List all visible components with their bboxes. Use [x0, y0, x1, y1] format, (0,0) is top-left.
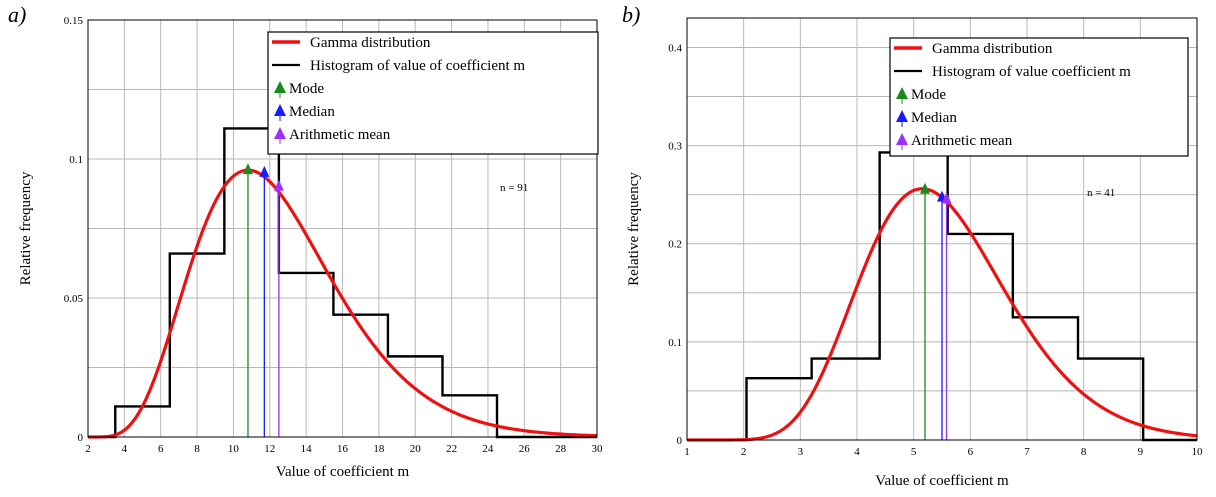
legend-triangle-swatch — [274, 104, 286, 116]
legend-box — [889, 37, 1189, 157]
y-tick-label: 0.05 — [64, 293, 84, 305]
legend-label: Mode — [289, 81, 324, 97]
legend: Gamma distribution Histogram of value coe… — [889, 37, 1189, 157]
y-tick-label: 0.4 — [668, 42, 682, 54]
legend-label: Gamma distribution — [310, 35, 431, 51]
gamma-distribution-series — [88, 168, 598, 439]
x-tick-label: 6 — [158, 443, 164, 455]
x-tick-label: 24 — [482, 443, 494, 455]
chart-panel-b: b) 1 2 3 4 5 6 7 8 9 10 0 0.1 0.2 0.3 0.4 Value of coeff… — [622, 2, 1203, 489]
x-tick-label: 8 — [1081, 446, 1087, 458]
legend-label: Median — [289, 104, 335, 120]
median-marker — [937, 190, 947, 440]
x-tick-label: 10 — [228, 443, 240, 455]
legend-label: Gamma distribution — [932, 41, 1053, 57]
sample-size-annotation: n = 41 — [1087, 187, 1115, 199]
legend-triangle-swatch — [274, 127, 286, 139]
x-tick-label: 4 — [122, 443, 128, 455]
x-tick-label: 9 — [1138, 446, 1144, 458]
x-tick-label: 7 — [1024, 446, 1030, 458]
x-tick-label: 8 — [194, 443, 200, 455]
x-tick-label: 28 — [555, 443, 567, 455]
legend: Gamma distribution Histogram of value of … — [267, 31, 599, 155]
legend-label: Histogram of value of coefficient m — [310, 58, 525, 74]
x-tick-label: 5 — [911, 446, 917, 458]
x-tick-label: 22 — [446, 443, 457, 455]
legend-label: Mode — [911, 87, 946, 103]
plot-frame — [87, 19, 598, 438]
histogram-series — [687, 151, 1197, 442]
legend-triangle-swatch — [896, 110, 908, 122]
x-tick-label: 12 — [264, 443, 275, 455]
arithmetic-mean-marker — [941, 192, 952, 440]
x-tick-label: 4 — [854, 446, 860, 458]
mode-marker — [242, 163, 253, 437]
arithmetic-mean-marker — [273, 179, 284, 437]
y-tick-label: 0.2 — [668, 239, 682, 251]
y-tick-label: 0.15 — [64, 15, 84, 27]
x-tick-label: 2 — [85, 443, 91, 455]
legend-triangle-swatch — [274, 81, 286, 93]
x-tick-label: 26 — [519, 443, 531, 455]
marker-triangle — [259, 165, 270, 177]
y-tick-label: 0.1 — [69, 154, 83, 166]
y-tick-label: 0.3 — [668, 141, 682, 153]
y-tick-label: 0 — [78, 432, 84, 444]
legend-label: Median — [911, 110, 957, 126]
legend-box — [267, 31, 599, 155]
x-tick-label: 2 — [741, 446, 747, 458]
marker-triangle — [941, 192, 952, 204]
x-tick-label: 14 — [301, 443, 313, 455]
plot-frame — [686, 17, 1198, 441]
legend-label: Histogram of value coefficient m — [932, 64, 1131, 80]
y-axis-label: Relative frequency — [18, 171, 34, 285]
histogram-series — [88, 127, 597, 439]
x-tick-label: 10 — [1192, 446, 1204, 458]
y-axis-label: Relative frequency — [626, 172, 642, 286]
y-tick-label: 0 — [677, 435, 683, 447]
x-tick-label: 18 — [373, 443, 385, 455]
x-tick-label: 3 — [798, 446, 804, 458]
legend-label: Arithmetic mean — [911, 133, 1013, 149]
marker-triangle — [273, 179, 284, 191]
median-marker — [259, 165, 270, 437]
y-tick-label: 0.1 — [668, 337, 682, 349]
x-tick-label: 20 — [410, 443, 422, 455]
x-tick-label: 16 — [337, 443, 349, 455]
x-axis-label: Value of coefficient m — [875, 473, 1009, 489]
legend-label: Arithmetic mean — [289, 127, 391, 143]
panel-letter: b) — [622, 2, 640, 27]
marker-triangle — [242, 163, 253, 175]
x-tick-label: 1 — [684, 446, 690, 458]
x-tick-label: 30 — [592, 443, 604, 455]
x-tick-label: 6 — [968, 446, 974, 458]
legend-triangle-swatch — [896, 87, 908, 99]
legend-triangle-swatch — [896, 133, 908, 145]
panel-letter: a) — [8, 2, 26, 27]
sample-size-annotation: n = 91 — [500, 182, 528, 194]
x-axis-label: Value of coefficient m — [276, 464, 410, 480]
chart-panel-a: a)2 4 6 8 10 12 14 16 18 20 22 24 26 28 3000.050.10.15… — [8, 2, 603, 480]
mode-marker — [920, 182, 930, 440]
marker-triangle — [920, 182, 930, 194]
